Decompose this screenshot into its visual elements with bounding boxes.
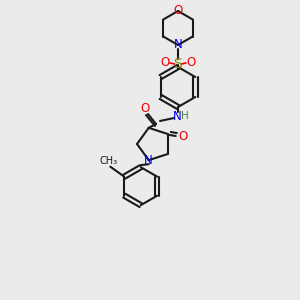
Text: O: O [178, 130, 188, 142]
Text: O: O [140, 103, 150, 116]
Text: H: H [181, 111, 189, 121]
Text: N: N [144, 154, 153, 167]
Text: CH₃: CH₃ [99, 156, 117, 166]
Text: O: O [160, 56, 169, 70]
Text: O: O [173, 4, 183, 17]
Text: N: N [172, 110, 182, 122]
Text: S: S [174, 57, 182, 71]
Text: N: N [174, 38, 182, 52]
Text: O: O [186, 56, 196, 70]
